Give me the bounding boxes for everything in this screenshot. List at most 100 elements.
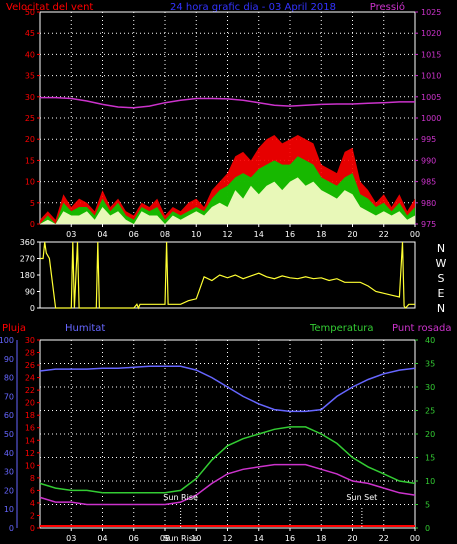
direction-tick-label: 0 [30, 304, 35, 313]
x-tick-label: 08 [160, 534, 170, 543]
temperature-tick-label: 40 [425, 336, 435, 345]
humidity-percent-tick-label: 50 [4, 430, 14, 439]
direction-series [40, 241, 415, 310]
rain-tick-label: 28 [25, 349, 35, 358]
rain-tick-label: 30 [25, 336, 35, 345]
x-tick-label: 10 [191, 534, 201, 543]
sun-rise-label: Sun Rise [163, 493, 198, 502]
humidity-percent-tick-label: 40 [4, 449, 14, 458]
series-humitat [39, 365, 416, 413]
x-tick-label: 16 [285, 534, 295, 543]
wind-tick-label: 15 [25, 156, 35, 165]
direction-tick-label: 90 [25, 288, 35, 297]
rain-axis-ticks: 0 10 20 30 40 50 60 70 80 90 100 [0, 336, 14, 533]
x-tick-label: 00 [410, 230, 420, 239]
x-tick-label: 14 [254, 230, 264, 239]
rain-tick-label: 22 [25, 386, 35, 395]
x-tick-label: 22 [379, 534, 389, 543]
pressure-tick-label: 995 [421, 135, 436, 144]
x-tick-label: 12 [222, 534, 232, 543]
humidity-percent-tick-label: 70 [4, 392, 14, 401]
wind-tick-label: 5 [30, 199, 35, 208]
temperature-label: Temperatura [309, 323, 374, 334]
series-wind-light [40, 177, 415, 224]
wind-tick-label: 20 [25, 135, 35, 144]
sun-set-label: Sun Set [346, 493, 377, 502]
sun-rise-axis-label: Sun Rise [163, 534, 198, 543]
wind-tick-label: 45 [25, 29, 35, 38]
rain-tick-label: 20 [25, 399, 35, 408]
rain-tick-label: 10 [25, 461, 35, 470]
x-tick-label: 04 [97, 230, 107, 239]
compass-label: E [438, 287, 445, 300]
series-direction [40, 241, 415, 310]
series-temperatura [39, 426, 416, 494]
temperature-tick-label: 5 [425, 501, 430, 510]
x-tick-label: 03 [66, 534, 76, 543]
rain-tick-label: 26 [25, 361, 35, 370]
x-tick-label: 12 [222, 230, 232, 239]
pressure-tick-label: 975 [421, 220, 436, 229]
rain-label: Pluja [2, 323, 26, 334]
temperature-tick-label: 20 [425, 430, 435, 439]
pressure-label: Pressió [370, 1, 405, 13]
direction-tick-label: 360 [20, 238, 35, 247]
x-tick-label: 06 [129, 534, 139, 543]
compass-label: W [436, 257, 447, 270]
direction-tick-label: 180 [20, 271, 35, 280]
wind-speed-label: Velocitat del vent [6, 2, 93, 13]
series-punt-rosada [39, 463, 416, 506]
rain-tick-label: 2 [30, 511, 35, 520]
humidity-percent-tick-label: 80 [4, 374, 14, 383]
rain-tick-label: 0 [30, 524, 35, 533]
humidity-percent-tick-label: 90 [4, 355, 14, 364]
chart-title: 24 hora grafic dia - 03 April 2018 [170, 2, 336, 13]
dewpoint-label: Punt rosada [392, 323, 451, 334]
rain-tick-label: 6 [30, 486, 35, 495]
rain-tick-label: 18 [25, 411, 35, 420]
compass-label: N [437, 302, 445, 315]
pressure-axis-ticks: 975 980 985 990 995 1000 1005 1010 1015 1020 1025 [415, 8, 441, 229]
rain-tick-label: 4 [30, 499, 35, 508]
x-tick-label: 20 [347, 230, 357, 239]
temperature-tick-label: 15 [425, 454, 435, 463]
x-tick-label: 10 [191, 230, 201, 239]
pressure-tick-label: 1020 [421, 29, 441, 38]
rain-tick-label: 14 [25, 436, 35, 445]
wind-tick-label: 50 [25, 8, 35, 17]
direction-tick-label: 270 [20, 255, 35, 264]
temperature-tick-label: 10 [425, 477, 435, 486]
temperature-tick-label: 0 [425, 524, 430, 533]
x-tick-label: 00 [410, 534, 420, 543]
wind-tick-label: 40 [25, 50, 35, 59]
rain-tick-label: 16 [25, 424, 35, 433]
wind-tick-label: 10 [25, 178, 35, 187]
humidity-percent-tick-label: 0 [9, 524, 14, 533]
wind-tick-label: 25 [25, 114, 35, 123]
pressure-tick-label: 985 [421, 178, 436, 187]
temperature-tick-label: 35 [425, 360, 435, 369]
rain-tick-label: 12 [25, 449, 35, 458]
humidity-percent-tick-label: 20 [4, 486, 14, 495]
pressure-tick-label: 1000 [421, 114, 441, 123]
x-tick-label: 18 [316, 534, 326, 543]
x-tick-label: 08 [160, 230, 170, 239]
x-tick-label: 14 [254, 534, 264, 543]
rain-tick-label: 24 [25, 374, 35, 383]
series-pressure [40, 96, 415, 109]
pressure-tick-label: 1010 [421, 72, 441, 81]
direction-axis-ticks: 0 90 180 270 360 [20, 238, 40, 313]
sun-markers: Sun Rise Sun Set Sun Rise [163, 493, 377, 543]
compass-label: S [438, 272, 445, 285]
x-tick-label: 06 [129, 230, 139, 239]
pressure-tick-label: 1025 [421, 8, 441, 17]
humidity-percent-tick-label: 100 [0, 336, 14, 345]
x-tick-label: 16 [285, 230, 295, 239]
humidity-percent-tick-label: 30 [4, 468, 14, 477]
temperature-axis-ticks: 0 5 10 15 20 25 30 35 40 [415, 336, 435, 533]
